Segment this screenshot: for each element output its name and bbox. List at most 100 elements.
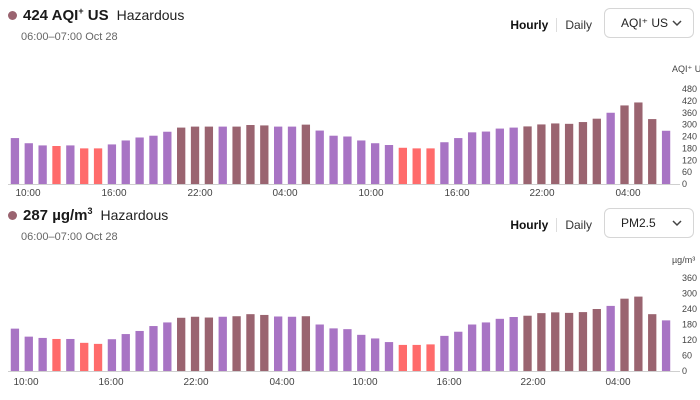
bar-1[interactable]	[24, 143, 33, 184]
bar-38[interactable]	[537, 313, 546, 371]
bar-15[interactable]	[218, 316, 227, 371]
bar-17[interactable]	[246, 125, 255, 184]
bar-14[interactable]	[204, 317, 214, 371]
bar-3[interactable]	[52, 146, 61, 184]
bar-37[interactable]	[523, 315, 532, 371]
bar-5[interactable]	[80, 148, 89, 185]
bar-24[interactable]	[343, 329, 352, 371]
tab-hourly[interactable]: Hourly	[510, 218, 549, 232]
bar-27[interactable]	[384, 342, 394, 371]
bar-30[interactable]	[426, 148, 435, 185]
bar-41[interactable]	[578, 312, 588, 371]
bar-25[interactable]	[357, 140, 366, 184]
bar-6[interactable]	[93, 148, 103, 185]
pollutant-select[interactable]: PM2.5	[604, 208, 694, 238]
bar-47[interactable]	[661, 320, 671, 371]
bar-46[interactable]	[648, 119, 657, 184]
bar-30[interactable]	[426, 344, 435, 371]
bar-0[interactable]	[10, 138, 20, 184]
bar-5[interactable]	[80, 342, 89, 371]
bar-11[interactable]	[163, 322, 172, 371]
pollutant-select[interactable]: AQI⁺ US	[604, 8, 694, 38]
tab-hourly[interactable]: Hourly	[510, 18, 549, 32]
bar-1[interactable]	[24, 336, 33, 371]
bar-18[interactable]	[260, 314, 269, 371]
bar-4[interactable]	[66, 145, 75, 184]
bar-2[interactable]	[38, 337, 47, 371]
bar-8[interactable]	[121, 140, 130, 184]
bar-40[interactable]	[564, 123, 574, 184]
bar-22[interactable]	[315, 130, 324, 184]
bar-34[interactable]	[481, 131, 491, 184]
bar-39[interactable]	[551, 123, 560, 184]
bar-2[interactable]	[38, 145, 47, 184]
bar-27[interactable]	[384, 145, 394, 184]
bar-28[interactable]	[398, 344, 407, 371]
bar-24[interactable]	[343, 136, 352, 185]
bar-11[interactable]	[163, 131, 172, 184]
bar-12[interactable]	[177, 127, 186, 184]
bar-13[interactable]	[190, 126, 200, 184]
bar-36[interactable]	[509, 127, 518, 184]
bar-15[interactable]	[218, 126, 227, 184]
bar-44[interactable]	[620, 105, 629, 184]
bar-42[interactable]	[592, 309, 601, 371]
bar-32[interactable]	[454, 138, 463, 184]
bar-6[interactable]	[93, 343, 103, 372]
bar-34[interactable]	[481, 322, 491, 371]
bar-41[interactable]	[578, 122, 588, 184]
bar-17[interactable]	[246, 314, 255, 371]
bar-31[interactable]	[440, 142, 449, 184]
bar-40[interactable]	[564, 312, 574, 372]
bar-4[interactable]	[66, 338, 75, 371]
bar-38[interactable]	[537, 124, 546, 184]
bar-33[interactable]	[467, 132, 477, 184]
bar-29[interactable]	[412, 148, 421, 185]
bar-47[interactable]	[661, 130, 671, 184]
bar-20[interactable]	[287, 126, 297, 184]
bar-9[interactable]	[135, 330, 144, 371]
bar-25[interactable]	[357, 334, 366, 371]
bar-33[interactable]	[467, 324, 477, 372]
tab-daily[interactable]: Daily	[565, 18, 592, 32]
bar-20[interactable]	[287, 316, 297, 371]
bar-43[interactable]	[606, 305, 615, 371]
bar-45[interactable]	[634, 296, 643, 371]
bar-36[interactable]	[509, 317, 518, 371]
bar-8[interactable]	[121, 334, 130, 371]
bar-35[interactable]	[495, 128, 504, 184]
bar-32[interactable]	[454, 331, 463, 371]
bar-7[interactable]	[107, 144, 117, 184]
bar-26[interactable]	[370, 338, 380, 371]
bar-44[interactable]	[620, 298, 629, 371]
bar-7[interactable]	[107, 339, 117, 371]
bar-19[interactable]	[274, 126, 283, 184]
bar-0[interactable]	[10, 328, 20, 371]
tab-daily[interactable]: Daily	[565, 218, 592, 232]
bar-16[interactable]	[232, 126, 241, 184]
bar-45[interactable]	[634, 102, 643, 184]
bar-19[interactable]	[274, 316, 283, 371]
bar-10[interactable]	[149, 326, 158, 371]
bar-22[interactable]	[315, 324, 324, 372]
bar-16[interactable]	[232, 316, 241, 371]
bar-35[interactable]	[495, 318, 504, 371]
bar-21[interactable]	[301, 124, 311, 185]
bar-23[interactable]	[329, 328, 338, 372]
bar-46[interactable]	[648, 314, 657, 371]
bar-9[interactable]	[135, 137, 144, 184]
bar-31[interactable]	[440, 335, 449, 371]
bar-26[interactable]	[370, 143, 380, 184]
bar-21[interactable]	[301, 316, 311, 371]
bar-10[interactable]	[149, 135, 158, 184]
bar-12[interactable]	[177, 317, 186, 371]
bar-23[interactable]	[329, 135, 338, 184]
bar-42[interactable]	[592, 118, 601, 184]
bar-14[interactable]	[204, 126, 214, 184]
bar-28[interactable]	[398, 147, 407, 184]
bar-18[interactable]	[260, 125, 269, 184]
bar-39[interactable]	[551, 312, 560, 371]
bar-29[interactable]	[412, 344, 421, 371]
bar-13[interactable]	[190, 316, 200, 371]
bar-3[interactable]	[52, 338, 61, 371]
